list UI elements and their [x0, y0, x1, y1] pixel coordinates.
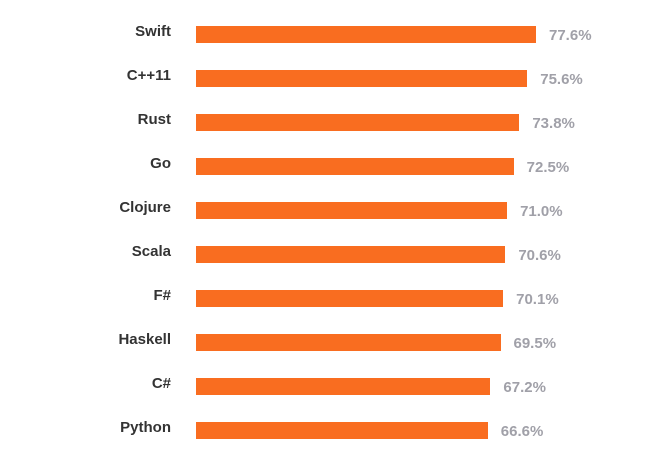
bar	[196, 158, 514, 175]
bar-row: Scala 70.6%	[0, 243, 671, 290]
bar	[196, 246, 506, 263]
category-label: Clojure	[119, 199, 171, 216]
bar	[196, 114, 520, 131]
bar	[196, 70, 528, 87]
bar-row: Clojure 71.0%	[0, 199, 671, 246]
category-label: C#	[151, 375, 171, 392]
category-label: Go	[150, 155, 171, 172]
category-label: F#	[153, 287, 171, 304]
value-label: 66.6%	[500, 423, 544, 440]
bar-row: Haskell 69.5%	[0, 331, 671, 378]
bar	[196, 290, 504, 307]
bar-row: C# 67.2%	[0, 375, 671, 422]
bar	[196, 202, 508, 219]
bar-row: F# 70.1%	[0, 287, 671, 334]
bar-row: C++11 75.6%	[0, 67, 671, 114]
bar-row: Python 66.6%	[0, 419, 671, 466]
bar-row: Swift 77.6%	[0, 23, 671, 70]
category-label: Swift	[135, 23, 171, 40]
value-label: 72.5%	[526, 159, 570, 176]
bar	[196, 378, 491, 395]
value-label: 70.1%	[516, 291, 559, 308]
value-label: 70.6%	[518, 247, 561, 264]
category-label: Rust	[137, 111, 171, 128]
value-label: 67.2%	[503, 379, 546, 396]
category-label: C++11	[126, 67, 171, 84]
bar-row: Rust 73.8%	[0, 111, 671, 158]
value-label: 69.5%	[513, 335, 557, 352]
category-label: Python	[120, 419, 171, 436]
bar	[196, 422, 488, 439]
value-label: 71.0%	[520, 203, 563, 220]
category-label: Haskell	[118, 331, 171, 348]
bar	[196, 26, 536, 43]
value-label: 73.8%	[532, 115, 575, 132]
value-label: 75.6%	[540, 71, 583, 88]
bar-row: Go 72.5%	[0, 155, 671, 202]
bar	[196, 334, 501, 351]
category-label: Scala	[131, 243, 171, 260]
value-label: 77.6%	[549, 27, 592, 44]
